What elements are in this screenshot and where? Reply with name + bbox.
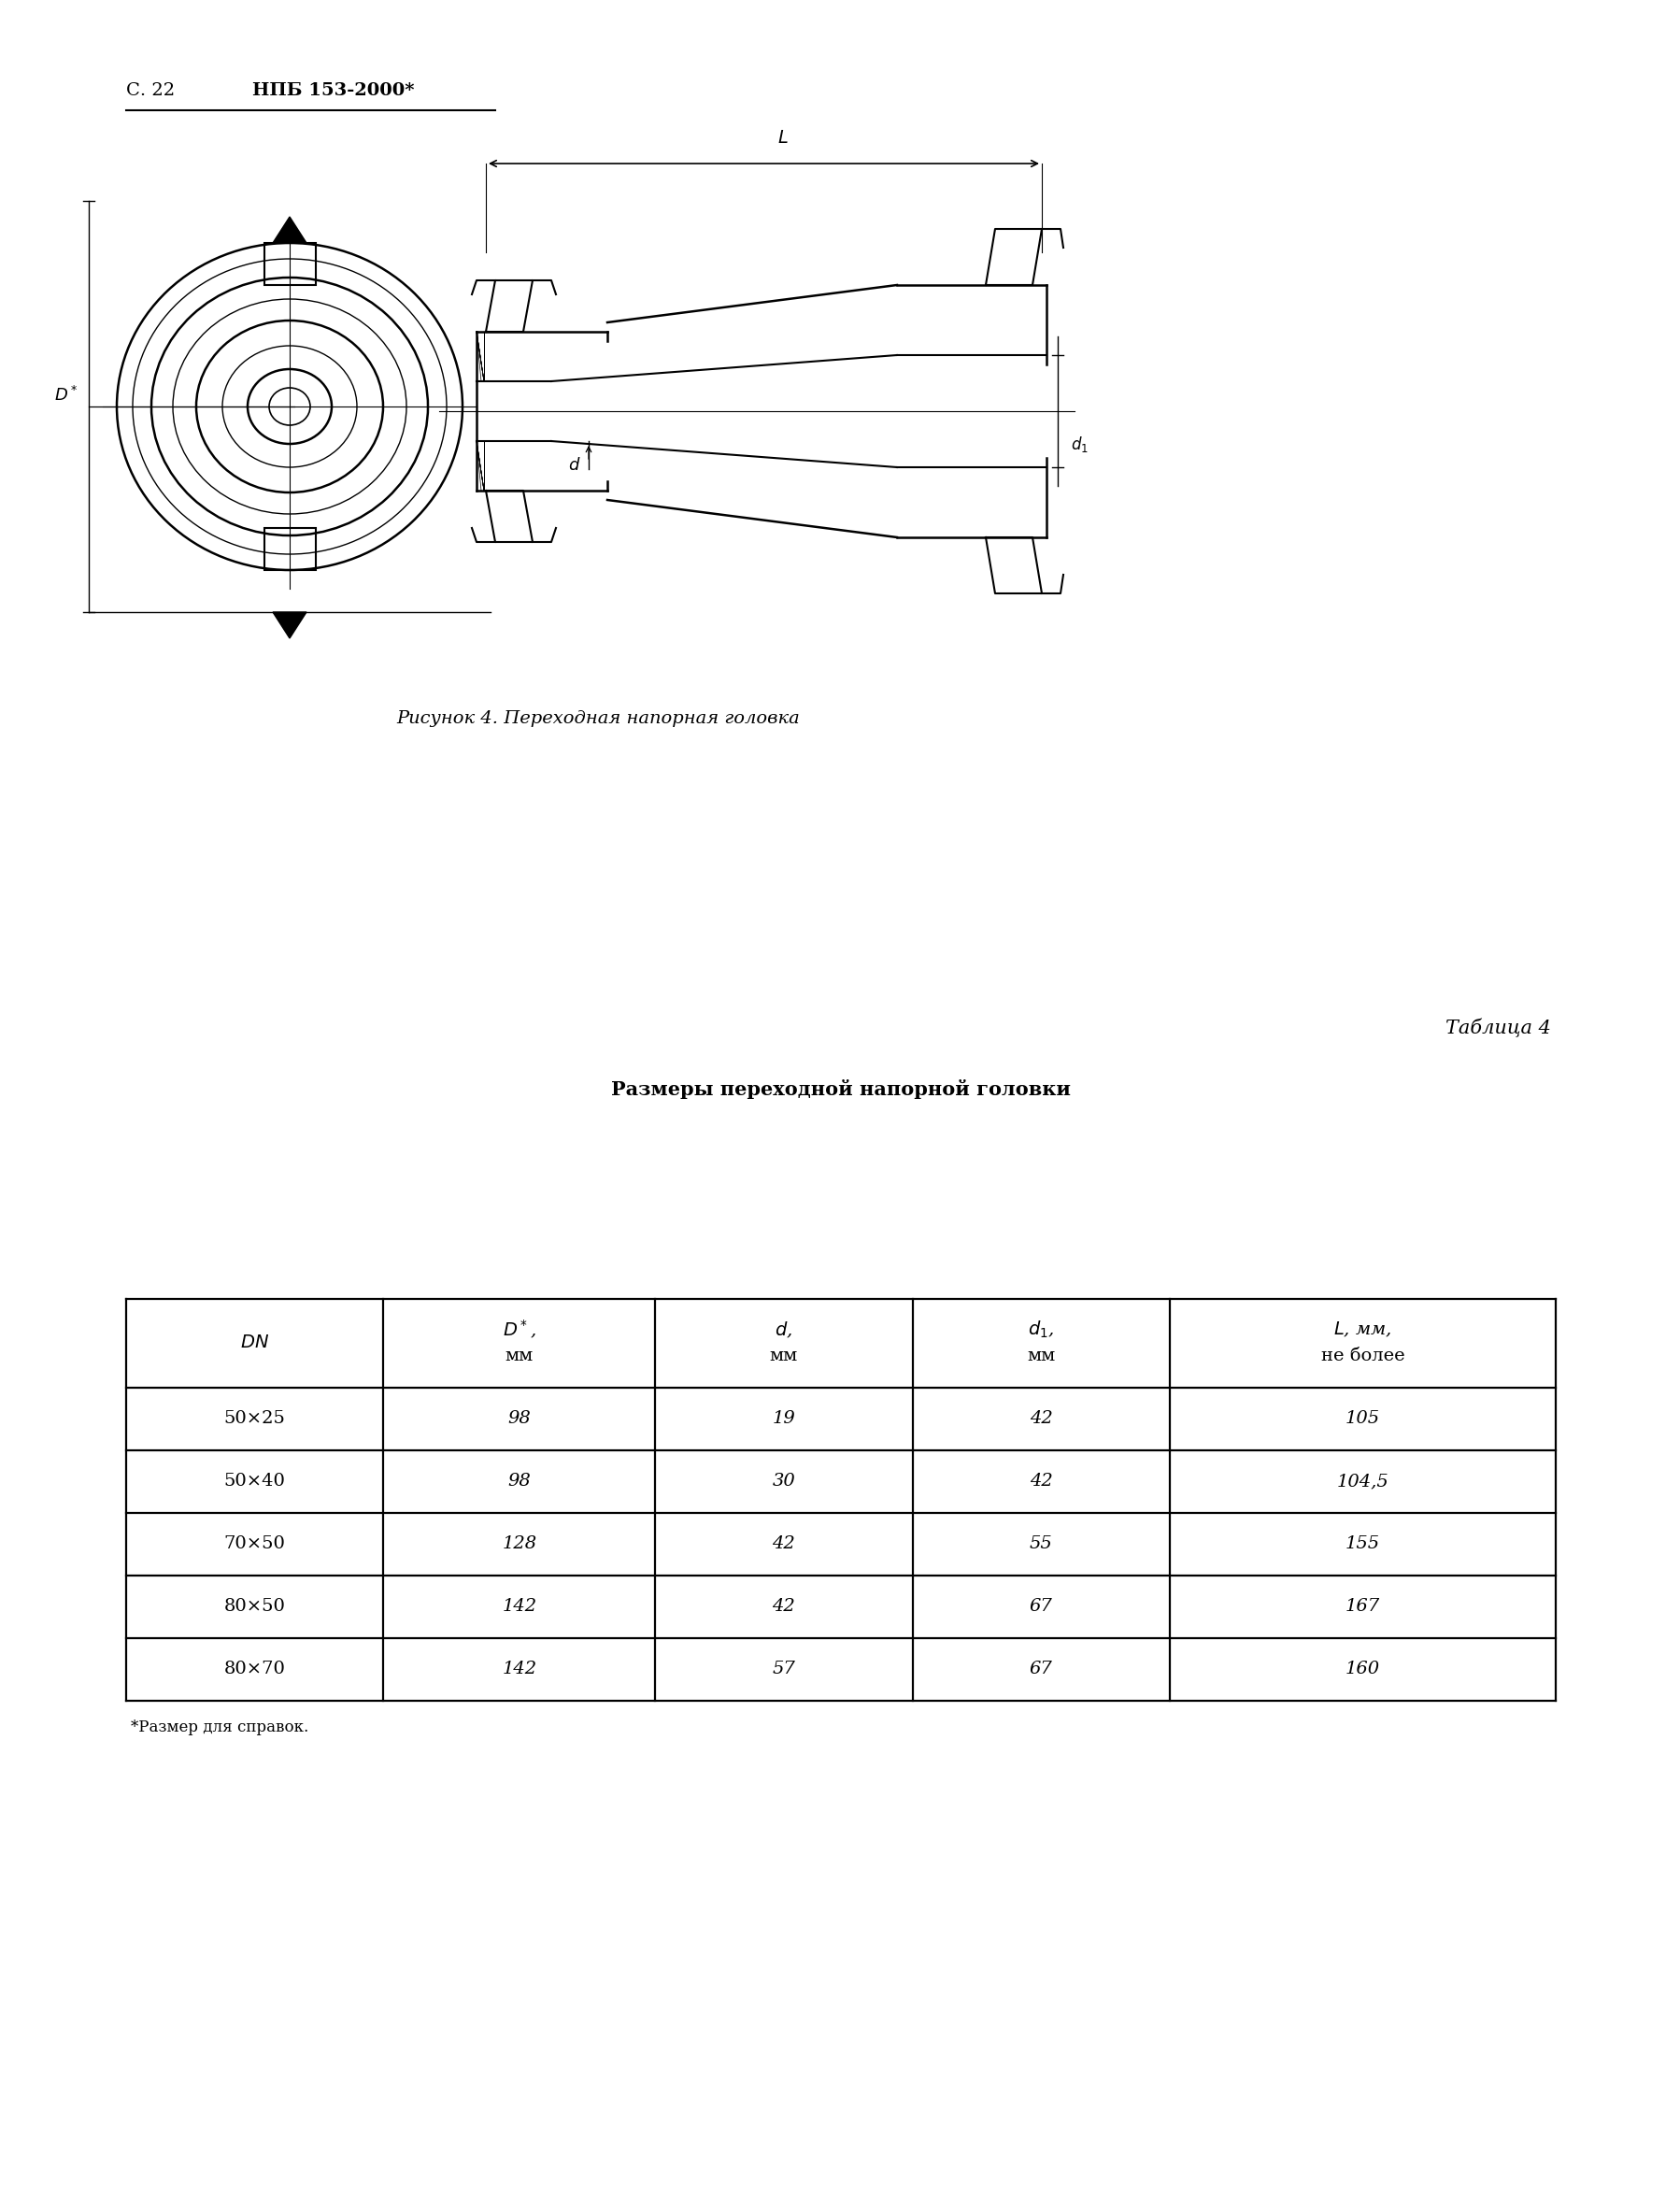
- Text: 80×70: 80×70: [223, 1660, 286, 1678]
- Text: 98: 98: [507, 1411, 531, 1426]
- Text: $d_1$: $d_1$: [1070, 433, 1089, 453]
- Text: 19: 19: [773, 1411, 795, 1426]
- Text: мм: мм: [506, 1349, 534, 1364]
- Bar: [264, 528, 316, 570]
- Text: 42: 42: [773, 1537, 795, 1552]
- Text: 98: 98: [507, 1473, 531, 1490]
- Text: не более: не более: [1320, 1349, 1404, 1364]
- Text: 42: 42: [773, 1599, 795, 1616]
- Text: Рисунок 4. Переходная напорная головка: Рисунок 4. Переходная напорная головка: [396, 710, 800, 727]
- Text: 67: 67: [1030, 1599, 1053, 1616]
- Text: С. 22: С. 22: [126, 82, 175, 99]
- Text: $d$,: $d$,: [774, 1320, 793, 1340]
- Text: 70×50: 70×50: [223, 1537, 286, 1552]
- Text: 57: 57: [773, 1660, 795, 1678]
- Text: 104,5: 104,5: [1337, 1473, 1389, 1490]
- Text: 142: 142: [502, 1660, 536, 1678]
- Text: $d$: $d$: [568, 458, 581, 473]
- Text: 67: 67: [1030, 1660, 1053, 1678]
- Text: 30: 30: [773, 1473, 795, 1490]
- Text: 128: 128: [502, 1537, 536, 1552]
- Polygon shape: [272, 612, 306, 639]
- Text: Размеры переходной напорной головки: Размеры переходной напорной головки: [612, 1079, 1070, 1099]
- Text: $d_1$,: $d_1$,: [1028, 1320, 1055, 1340]
- Text: 155: 155: [1346, 1537, 1379, 1552]
- Text: 55: 55: [1030, 1537, 1053, 1552]
- Text: 167: 167: [1346, 1599, 1379, 1616]
- Text: Таблица 4: Таблица 4: [1445, 1019, 1551, 1037]
- Text: $D^*$: $D^*$: [54, 387, 77, 405]
- Bar: [264, 243, 316, 285]
- Text: 142: 142: [502, 1599, 536, 1616]
- Text: 160: 160: [1346, 1660, 1379, 1678]
- Text: $DN$: $DN$: [240, 1335, 269, 1351]
- Text: 50×40: 50×40: [223, 1473, 286, 1490]
- Text: $L$: $L$: [778, 130, 788, 146]
- Text: $D^*$,: $D^*$,: [502, 1318, 536, 1342]
- Text: $L$, мм,: $L$, мм,: [1334, 1320, 1391, 1340]
- Text: мм: мм: [1026, 1349, 1055, 1364]
- Text: 50×25: 50×25: [223, 1411, 286, 1426]
- Text: 42: 42: [1030, 1411, 1053, 1426]
- Text: НПБ 153-2000*: НПБ 153-2000*: [252, 82, 415, 99]
- Text: 105: 105: [1346, 1411, 1379, 1426]
- Text: *Размер для справок.: *Размер для справок.: [131, 1720, 309, 1736]
- Text: мм: мм: [769, 1349, 798, 1364]
- Text: 42: 42: [1030, 1473, 1053, 1490]
- Polygon shape: [272, 217, 306, 243]
- Text: 80×50: 80×50: [223, 1599, 286, 1616]
